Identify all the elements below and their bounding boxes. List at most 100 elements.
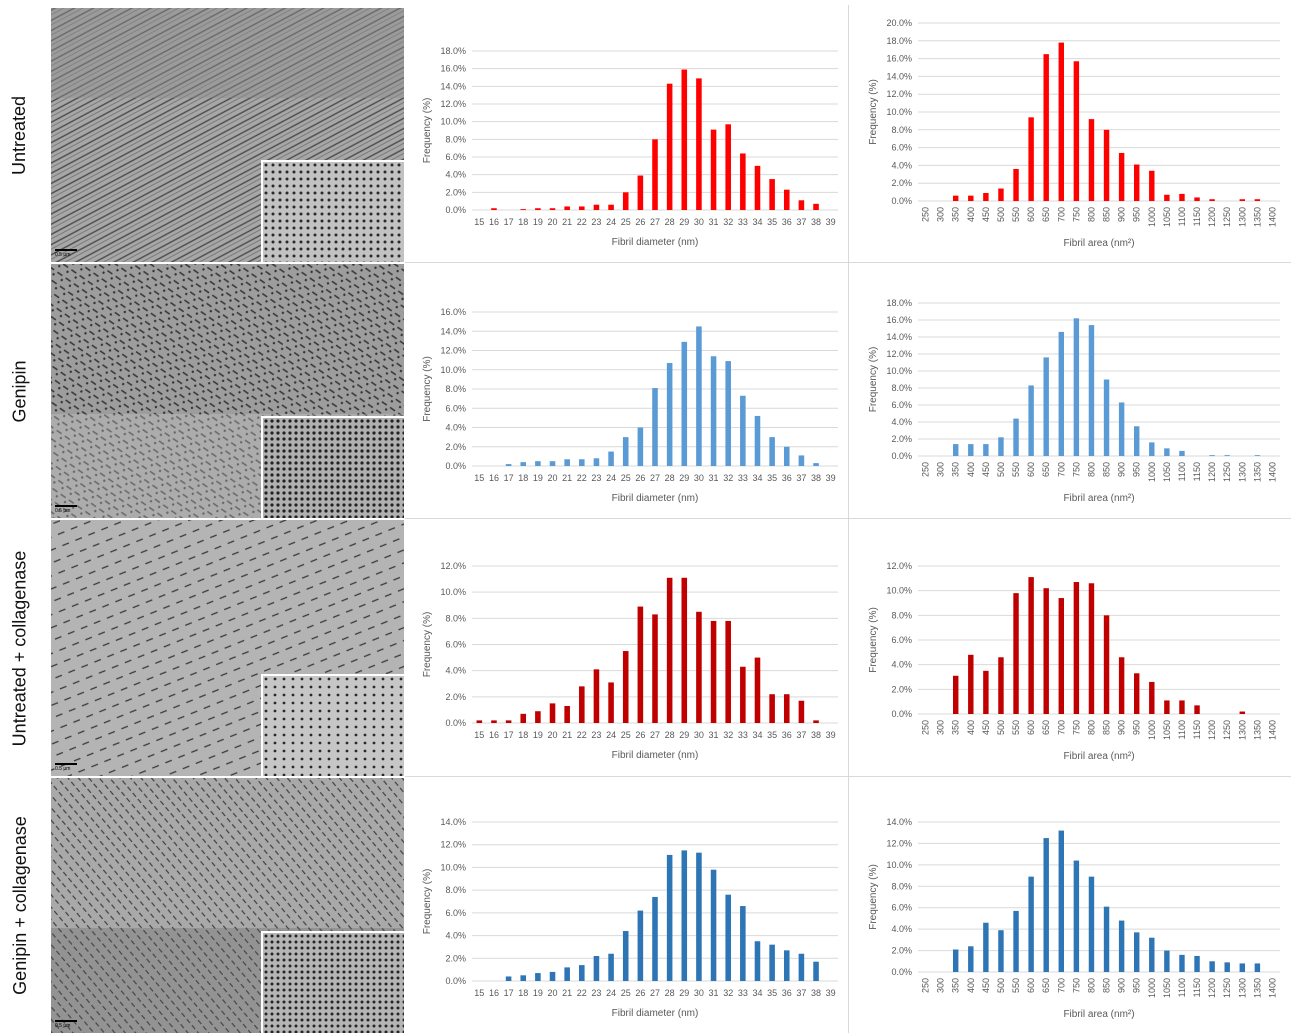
x-tick-label: 650 bbox=[1041, 978, 1051, 993]
bar bbox=[564, 459, 570, 466]
x-tick-label: 900 bbox=[1117, 978, 1127, 993]
x-tick-label: 32 bbox=[723, 988, 733, 998]
bar bbox=[1179, 700, 1185, 714]
y-tick-label: 2.0% bbox=[891, 178, 912, 188]
bar bbox=[968, 195, 974, 201]
x-tick-label: 37 bbox=[796, 217, 806, 227]
bar bbox=[520, 975, 527, 981]
y-tick-label: 8.0% bbox=[445, 613, 466, 623]
row-divider bbox=[405, 518, 1291, 519]
y-tick-label: 10.0% bbox=[440, 587, 466, 597]
bar bbox=[622, 437, 629, 466]
x-tick-label: 250 bbox=[921, 720, 931, 735]
y-tick-label: 20.0% bbox=[886, 18, 912, 28]
y-tick-label: 4.0% bbox=[891, 924, 912, 934]
x-tick-label: 30 bbox=[694, 473, 704, 483]
x-tick-label: 800 bbox=[1086, 720, 1096, 735]
x-tick-label: 24 bbox=[606, 988, 616, 998]
bar bbox=[1164, 448, 1170, 456]
x-tick-label: 29 bbox=[679, 473, 689, 483]
x-tick-label: 21 bbox=[562, 988, 572, 998]
bar bbox=[1043, 54, 1049, 202]
y-tick-label: 0.0% bbox=[891, 709, 912, 719]
x-tick-label: 26 bbox=[635, 730, 645, 740]
y-tick-label: 8.0% bbox=[891, 610, 912, 620]
x-tick-label: 950 bbox=[1132, 720, 1142, 735]
bar bbox=[769, 179, 775, 210]
y-tick-label: 0.0% bbox=[445, 718, 466, 728]
bar bbox=[637, 606, 644, 723]
bar bbox=[1058, 830, 1065, 972]
x-tick-label: 1250 bbox=[1222, 462, 1232, 482]
bar bbox=[652, 388, 658, 466]
bar bbox=[740, 666, 746, 723]
x-axis-title: Fibril area (nm²) bbox=[1063, 493, 1134, 504]
bar bbox=[740, 906, 746, 981]
x-tick-label: 31 bbox=[709, 730, 719, 740]
x-tick-label: 300 bbox=[936, 462, 946, 477]
x-tick-label: 1350 bbox=[1252, 207, 1262, 227]
y-tick-label: 14.0% bbox=[886, 817, 912, 827]
x-tick-label: 24 bbox=[606, 730, 616, 740]
bar bbox=[1239, 963, 1246, 972]
x-tick-label: 19 bbox=[533, 988, 543, 998]
y-tick-label: 0.0% bbox=[445, 461, 466, 471]
x-tick-label: 1300 bbox=[1237, 462, 1247, 482]
x-tick-label: 600 bbox=[1026, 207, 1036, 222]
x-tick-label: 700 bbox=[1056, 978, 1066, 993]
bar bbox=[1209, 199, 1215, 201]
x-tick-label: 1200 bbox=[1207, 462, 1217, 482]
bar bbox=[637, 427, 644, 466]
x-tick-label: 27 bbox=[650, 473, 660, 483]
x-tick-label: 300 bbox=[936, 720, 946, 735]
bar bbox=[710, 869, 717, 981]
x-tick-label: 37 bbox=[796, 730, 806, 740]
x-tick-label: 38 bbox=[811, 217, 821, 227]
x-tick-label: 28 bbox=[665, 988, 675, 998]
y-tick-label: 18.0% bbox=[886, 298, 912, 308]
bar bbox=[637, 175, 644, 210]
x-tick-label: 17 bbox=[504, 217, 514, 227]
x-tick-label: 20 bbox=[548, 473, 558, 483]
y-tick-label: 12.0% bbox=[440, 99, 466, 109]
x-axis-title: Fibril diameter (nm) bbox=[612, 750, 699, 761]
x-tick-label: 26 bbox=[635, 217, 645, 227]
x-tick-label: 19 bbox=[533, 730, 543, 740]
bar bbox=[505, 464, 512, 466]
x-tick-label: 21 bbox=[562, 730, 572, 740]
y-tick-label: 10.0% bbox=[440, 117, 466, 127]
y-tick-label: 8.0% bbox=[891, 383, 912, 393]
x-tick-label: 1050 bbox=[1162, 462, 1172, 482]
x-tick-label: 1250 bbox=[1222, 207, 1232, 227]
x-tick-label: 30 bbox=[694, 217, 704, 227]
bar bbox=[505, 976, 512, 981]
x-tick-label: 24 bbox=[606, 217, 616, 227]
bar bbox=[998, 657, 1004, 714]
bar bbox=[740, 395, 746, 466]
bar bbox=[754, 415, 761, 466]
bar bbox=[1088, 583, 1095, 714]
bar bbox=[769, 437, 775, 466]
x-tick-label: 1250 bbox=[1222, 978, 1232, 998]
bar bbox=[1073, 318, 1080, 456]
x-tick-label: 250 bbox=[921, 978, 931, 993]
y-tick-label: 0.0% bbox=[445, 205, 466, 215]
y-tick-label: 12.0% bbox=[440, 346, 466, 356]
x-tick-label: 250 bbox=[921, 462, 931, 477]
y-tick-label: 16.0% bbox=[440, 64, 466, 74]
bar bbox=[783, 446, 790, 466]
y-tick-label: 4.0% bbox=[891, 660, 912, 670]
x-tick-label: 34 bbox=[752, 730, 762, 740]
x-tick-label: 1000 bbox=[1147, 462, 1157, 482]
bar bbox=[579, 686, 585, 723]
scale-bar: 0.5 µm bbox=[55, 249, 77, 258]
bar bbox=[1103, 615, 1110, 714]
x-tick-label: 950 bbox=[1132, 978, 1142, 993]
bar bbox=[681, 69, 688, 210]
bar bbox=[1043, 357, 1049, 456]
x-tick-label: 550 bbox=[1011, 207, 1021, 222]
bar bbox=[564, 705, 570, 723]
bar bbox=[1103, 379, 1110, 456]
x-tick-label: 1100 bbox=[1177, 720, 1187, 739]
